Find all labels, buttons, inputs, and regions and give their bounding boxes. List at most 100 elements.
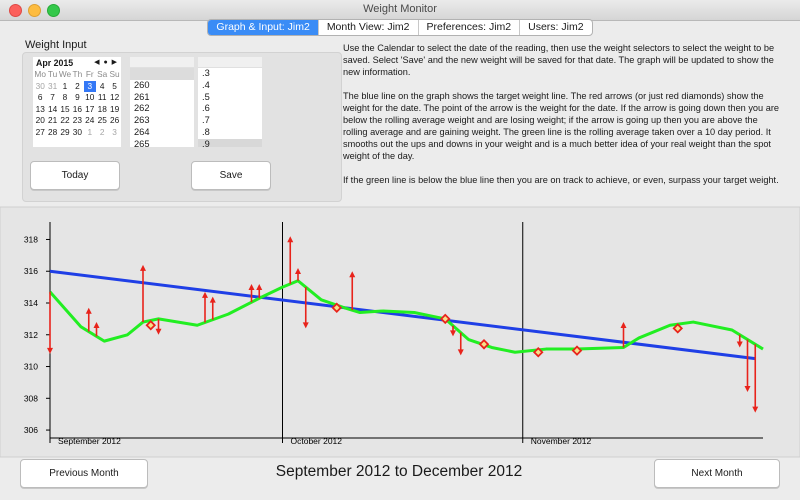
calendar-day[interactable]: 1 (87, 127, 93, 137)
arrow-head (736, 341, 743, 348)
weekday-label: Th (72, 69, 83, 79)
decimal-weight-list[interactable]: .3.4.5.6.7.8.9 (198, 57, 262, 147)
decimal-option[interactable]: .3 (202, 68, 210, 78)
arrow-head (620, 322, 627, 329)
whole-weight-list[interactable]: 260 261 262 263 264 265 (130, 57, 194, 147)
calendar-day[interactable]: 1 (62, 80, 68, 91)
list-selection (130, 68, 194, 80)
zoom-button[interactable] (47, 4, 60, 17)
y-tick-label: 306 (24, 425, 38, 435)
arrow-head (752, 406, 759, 413)
calendar-day[interactable]: 12 (109, 92, 120, 103)
arrow-head (47, 347, 53, 354)
calendar-day[interactable]: 8 (62, 92, 68, 103)
calendar-day[interactable]: 24 (85, 115, 95, 126)
decimal-option[interactable]: .9 (198, 138, 262, 147)
series-line (48, 279, 764, 354)
calendar-day[interactable]: 23 (72, 115, 82, 126)
calendar-day[interactable]: 19 (109, 103, 120, 114)
calendar-day[interactable]: 18 (97, 103, 107, 114)
tab[interactable]: Preferences: Jim2 (417, 20, 520, 35)
close-button[interactable] (9, 4, 22, 17)
decimal-option[interactable]: .4 (202, 79, 210, 90)
tab[interactable]: Month View: Jim2 (317, 20, 418, 35)
y-tick-label: 316 (24, 266, 38, 276)
calendar-day[interactable]: 29 (60, 127, 70, 137)
arrow-head (140, 264, 146, 271)
weight-option[interactable]: 261 (134, 91, 150, 102)
arrow-head (202, 291, 208, 298)
chart-background (0, 206, 800, 458)
arrow-head (209, 296, 216, 303)
weight-option[interactable]: 262 (134, 103, 150, 114)
reading-diamond (478, 339, 490, 350)
calendar-day[interactable]: 3 (112, 127, 117, 137)
weight-option[interactable]: 264 (134, 126, 150, 137)
calendar-day[interactable]: 16 (72, 103, 82, 114)
arrow-head (248, 283, 255, 290)
y-tick-label: 318 (24, 234, 38, 244)
calendar-day[interactable]: 9 (75, 92, 80, 103)
arrow-head (349, 271, 356, 278)
tab[interactable]: Users: Jim2 (519, 20, 591, 35)
weight-option[interactable]: 265 (134, 138, 150, 147)
list-header (130, 57, 194, 68)
today-button[interactable]: Today (30, 161, 120, 190)
arrow-head (85, 307, 92, 314)
y-tick-label: 314 (24, 298, 38, 308)
y-tick-label: 310 (24, 362, 38, 372)
calendar-day[interactable]: 17 (85, 103, 95, 114)
calendar-day[interactable]: 13 (35, 103, 45, 114)
arrow-head (450, 330, 456, 337)
calendar-day[interactable]: 27 (35, 127, 45, 137)
calendar-day[interactable]: 2 (99, 127, 105, 137)
arrow-head (93, 322, 100, 329)
arrow-head (302, 322, 309, 329)
tab[interactable]: Graph & Input: Jim2 (208, 20, 318, 35)
calendar-day[interactable]: 11 (97, 92, 107, 103)
weekday-label: We (58, 69, 72, 79)
tab-row: Graph & Input: Jim2 Month View: Jim2 Prefe… (207, 19, 593, 36)
weekday-label: Tu (47, 69, 58, 79)
calendar-day[interactable]: 31 (47, 80, 58, 91)
calendar-day[interactable]: 26 (109, 115, 120, 126)
previous-month-button[interactable]: Previous Month (20, 459, 148, 488)
arrow-head (287, 236, 294, 243)
calendar-day[interactable]: 22 (60, 115, 70, 126)
decimal-option[interactable]: .7 (202, 115, 210, 126)
x-tick-label: September 2012 (58, 436, 121, 446)
calendar-day[interactable]: 30 (35, 80, 45, 91)
calendar-day[interactable]: 3 (83, 80, 96, 93)
calendar-day[interactable]: 2 (75, 80, 80, 91)
weight-option[interactable]: 260 (134, 79, 150, 90)
calendar-day[interactable]: 20 (35, 115, 45, 126)
decimal-option[interactable]: .5 (202, 91, 210, 102)
weekday-label: Mo (34, 69, 46, 79)
weight-option[interactable]: 263 (134, 115, 150, 126)
calendar-nav[interactable]: ◀ ● ▶ (94, 59, 118, 66)
instruction-paragraph: The blue line on the graph shows the tar… (343, 91, 779, 161)
reading-diamond (439, 313, 451, 325)
calendar-day[interactable]: 14 (47, 103, 58, 114)
decimal-option[interactable]: .8 (202, 126, 210, 137)
title-bar: Weight Monitor (0, 0, 800, 21)
calendar-day[interactable]: 6 (37, 92, 43, 103)
calendar-day[interactable]: 10 (85, 92, 95, 103)
next-month-button[interactable]: Next Month (654, 459, 780, 488)
calendar-day[interactable]: 25 (97, 115, 107, 126)
y-tick-label: 308 (24, 393, 38, 403)
group-title: Weight Input (25, 39, 87, 51)
decimal-option[interactable]: .6 (202, 103, 210, 114)
y-tick-label: 312 (24, 330, 38, 340)
calendar-day[interactable]: 7 (50, 92, 55, 103)
weekday-label: Fr (85, 69, 94, 79)
calendar-day[interactable]: 4 (99, 80, 105, 91)
minimize-button[interactable] (28, 4, 41, 17)
calendar-day[interactable]: 15 (60, 103, 70, 114)
calendar-day[interactable]: 5 (112, 80, 117, 91)
calendar-day[interactable]: 28 (47, 127, 58, 137)
save-button[interactable]: Save (191, 161, 271, 190)
calendar-month: Apr 2015 (36, 58, 74, 68)
calendar-day[interactable]: 30 (72, 127, 82, 137)
calendar-day[interactable]: 21 (47, 115, 58, 126)
